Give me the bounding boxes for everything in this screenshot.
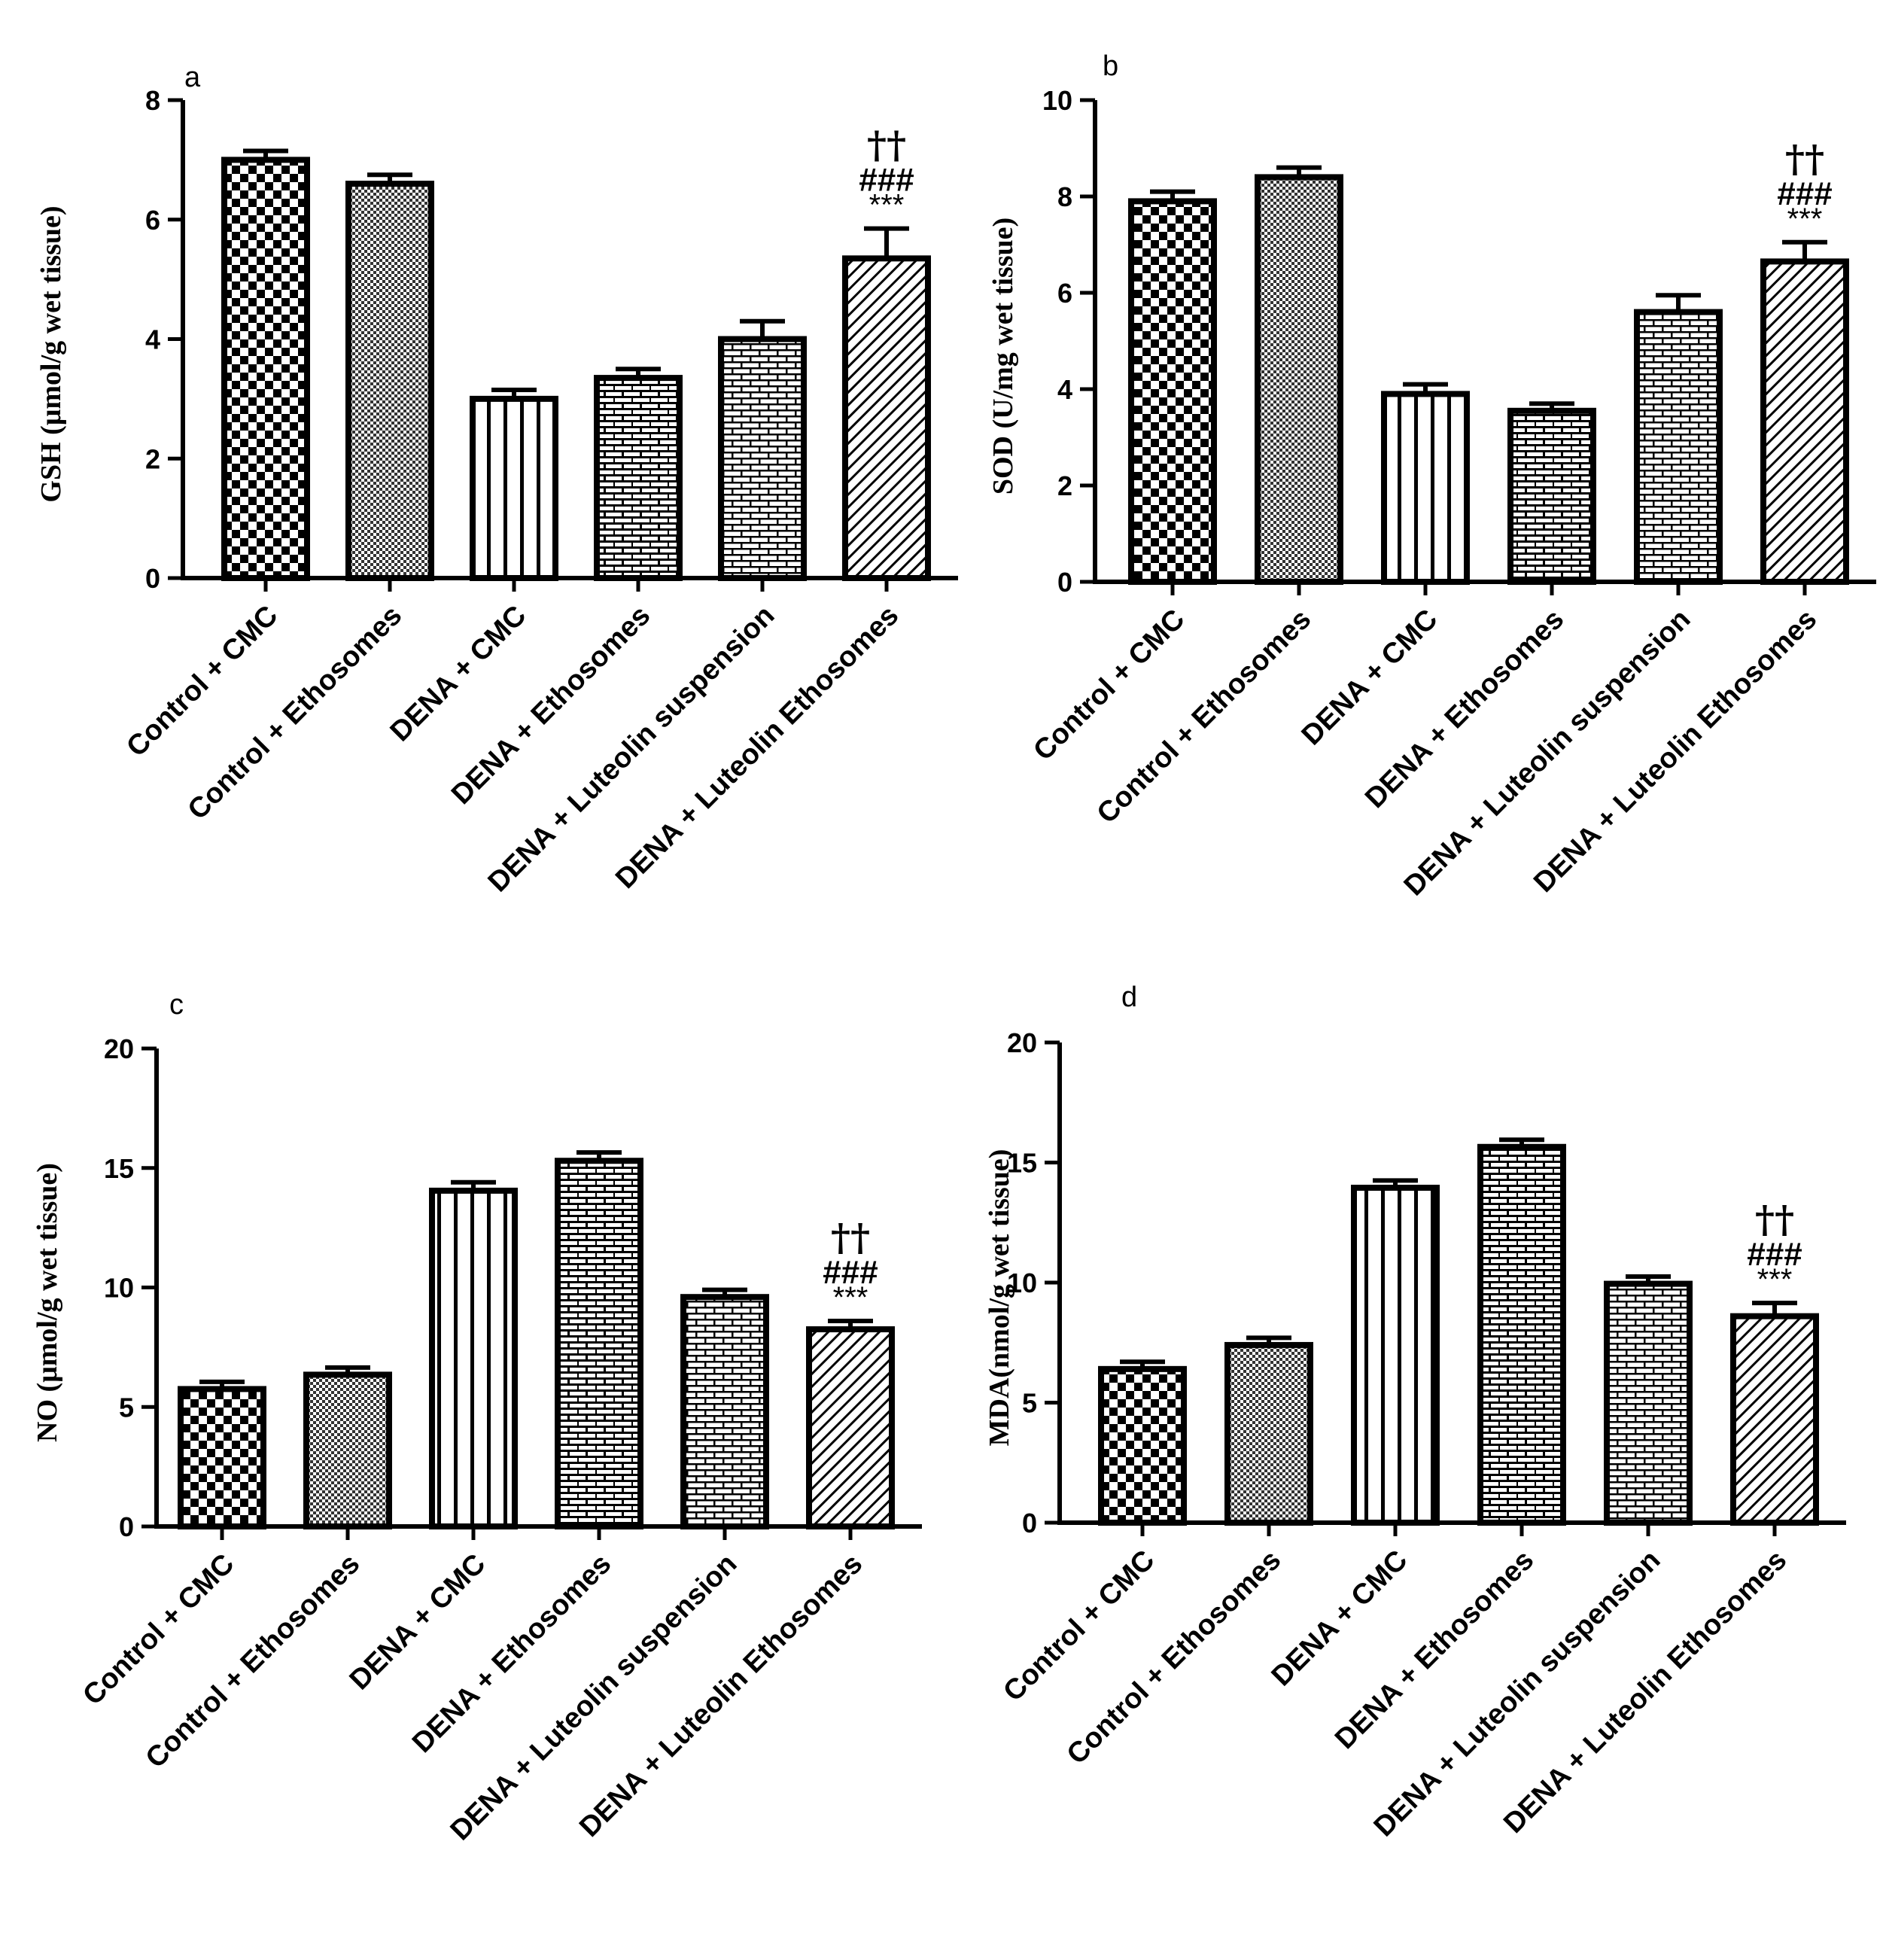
chart-d-y-tick-label: 15 — [1007, 1148, 1037, 1179]
chart-c-y-tick-label: 10 — [104, 1273, 134, 1304]
chart-b-y-tick-label: 8 — [1057, 181, 1072, 212]
chart-b-bar-6 — [1760, 258, 1849, 585]
chart-c-category-label: DENA + Luteolin Ethosomes — [573, 1548, 868, 1843]
chart-a-y-axis-label: GSH (μmol/g wet tissue) — [35, 205, 67, 502]
chart-c-bar-5 — [680, 1294, 769, 1529]
chart-a-bar-3 — [470, 395, 558, 581]
chart-c-bar-1 — [178, 1386, 266, 1529]
chart-c-no: c NO (μmol/g wet tissue) 0 5 10 15 20 Control +… — [32, 989, 922, 1846]
chart-c-category-label: Control + Ethosomes — [140, 1548, 367, 1775]
chart-d-bar-1 — [1098, 1365, 1187, 1526]
chart-a-sig-hash: ### — [859, 162, 914, 199]
chart-b-sig-hash: ### — [1777, 175, 1832, 212]
chart-c-panel-letter: c — [169, 989, 184, 1021]
chart-d-mda: d MDA(nmol/g wet tissue) 0 5 10 15 20 Control +… — [984, 982, 1846, 1843]
chart-c-y-tick-label: 15 — [104, 1153, 134, 1184]
chart-d-y-tick-label: 0 — [1022, 1508, 1037, 1538]
chart-a-bar-1 — [221, 157, 310, 581]
chart-d-y-axis-label: MDA(nmol/g wet tissue) — [984, 1149, 1015, 1447]
chart-b-bar-1 — [1128, 198, 1217, 585]
chart-d-category-label: Control + Ethosomes — [1061, 1545, 1288, 1771]
chart-b-bar-5 — [1634, 309, 1723, 585]
chart-c-y-tick-label: 0 — [119, 1511, 134, 1542]
chart-b-bar-4 — [1507, 407, 1596, 585]
chart-b-y-axis-label: SOD (U/mg wet tissue) — [987, 218, 1019, 495]
chart-c-y-tick-label: 20 — [104, 1033, 134, 1064]
chart-d-panel-letter: d — [1121, 982, 1137, 1013]
chart-d-y-tick-label: 10 — [1007, 1268, 1037, 1298]
chart-a-y-tick-label: 2 — [145, 443, 160, 474]
chart-c-sig-star: *** — [833, 1281, 868, 1314]
chart-d-bar-2 — [1224, 1341, 1313, 1526]
chart-a-bar-2 — [345, 181, 434, 581]
chart-a-bar-5 — [718, 336, 807, 581]
chart-c-bar-2 — [303, 1371, 392, 1529]
chart-d-y-tick-label: 20 — [1007, 1027, 1037, 1058]
chart-d-category-label: DENA + Luteolin Ethosomes — [1498, 1545, 1793, 1840]
chart-c-y-tick-label: 5 — [119, 1392, 134, 1423]
chart-c-y-axis-label: NO (μmol/g wet tissue) — [32, 1163, 63, 1442]
chart-d-bar-5 — [1604, 1280, 1693, 1526]
chart-d-y-tick-label: 5 — [1022, 1388, 1037, 1419]
chart-a-category-label: DENA + Ethosomes — [446, 600, 656, 811]
chart-c-bar-6 — [806, 1326, 895, 1529]
chart-c-bar-3 — [429, 1187, 518, 1529]
chart-b-y-tick-label: 6 — [1057, 278, 1072, 309]
chart-b-bar-3 — [1381, 391, 1470, 586]
chart-b-y-tick-label: 0 — [1057, 567, 1072, 598]
chart-b-category-label: Control + Ethosomes — [1091, 604, 1318, 830]
chart-c-sig-dagger: †† — [831, 1215, 870, 1259]
chart-b-y-tick-label: 2 — [1057, 470, 1072, 501]
chart-b-bar-2 — [1255, 174, 1343, 585]
chart-d-bar-6 — [1730, 1313, 1819, 1526]
chart-a-panel-letter: a — [184, 62, 201, 93]
chart-b-y-tick-label: 4 — [1057, 374, 1072, 405]
chart-a-sig-star: *** — [869, 189, 905, 222]
chart-a-sig-dagger: †† — [867, 123, 906, 167]
chart-d-sig-hash: ### — [1747, 1236, 1802, 1273]
chart-b-panel-letter: b — [1103, 50, 1118, 82]
chart-d-bar-3 — [1351, 1184, 1440, 1526]
chart-b-sig-dagger: †† — [1785, 136, 1824, 181]
chart-d-sig-dagger: †† — [1755, 1197, 1794, 1241]
chart-a-y-tick-label: 0 — [145, 563, 160, 594]
chart-a-y-tick-label: 8 — [145, 85, 160, 116]
chart-c-bar-4 — [555, 1158, 643, 1529]
chart-a-bar-4 — [594, 375, 683, 581]
chart-a-y-tick-label: 4 — [145, 324, 160, 355]
chart-d-sig-star: *** — [1757, 1263, 1793, 1296]
chart-d-bar-4 — [1477, 1143, 1566, 1526]
chart-a-bar-6 — [842, 255, 931, 581]
chart-b-y-tick-label: 10 — [1042, 85, 1072, 116]
chart-a-y-tick-label: 6 — [145, 205, 160, 236]
chart-a-category-label: Control + Ethosomes — [182, 600, 409, 826]
chart-c-sig-hash: ### — [823, 1254, 878, 1291]
chart-b-category-label: DENA + Luteolin Ethosomes — [1528, 604, 1823, 899]
chart-b-sig-star: *** — [1787, 202, 1823, 236]
